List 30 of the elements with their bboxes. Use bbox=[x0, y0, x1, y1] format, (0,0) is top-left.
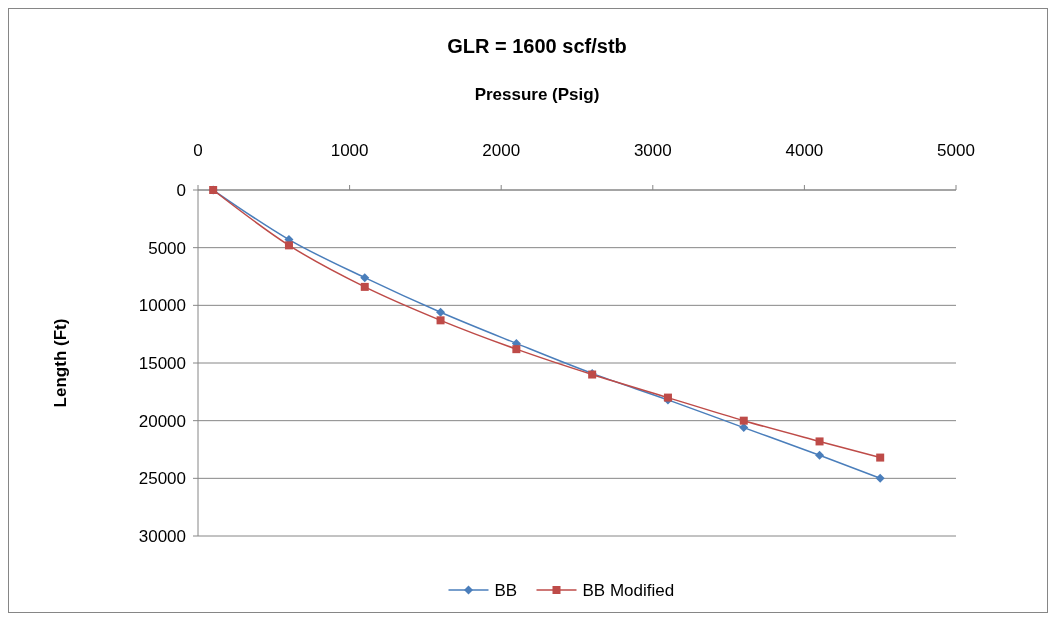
point bbox=[739, 416, 748, 425]
y-tick-label: 5000 bbox=[148, 238, 186, 258]
y-tick-label: 25000 bbox=[138, 469, 186, 489]
legend-label: BB Modified bbox=[582, 581, 675, 600]
point bbox=[284, 241, 293, 250]
point bbox=[512, 345, 521, 354]
x-tick-label: 5000 bbox=[937, 141, 975, 160]
point bbox=[360, 282, 369, 291]
y-tick-label: 15000 bbox=[138, 354, 186, 373]
x-tick-label: 0 bbox=[193, 141, 203, 160]
chart-title: GLR = 1600 scf/stb bbox=[447, 35, 627, 57]
point bbox=[360, 273, 370, 283]
x-tick-label: 2000 bbox=[482, 141, 521, 160]
y-axis-title: Length (Ft) bbox=[51, 318, 70, 408]
x-axis-title: Pressure (Psig) bbox=[474, 85, 600, 104]
point bbox=[876, 453, 885, 462]
point bbox=[875, 473, 885, 483]
legend-label: BB bbox=[494, 581, 518, 600]
x-tick-label: 4000 bbox=[785, 141, 824, 160]
y-tick-label: 10000 bbox=[138, 296, 186, 316]
point bbox=[739, 423, 749, 433]
y-tick-label: 20000 bbox=[138, 411, 186, 431]
point bbox=[436, 316, 445, 325]
y-tick-label: 0 bbox=[176, 181, 186, 200]
point bbox=[815, 450, 825, 460]
point bbox=[436, 307, 446, 317]
point bbox=[815, 437, 824, 446]
y-tick-label: 30000 bbox=[138, 527, 186, 546]
x-tick-label: 1000 bbox=[330, 141, 369, 160]
x-tick-label: 3000 bbox=[633, 141, 672, 160]
